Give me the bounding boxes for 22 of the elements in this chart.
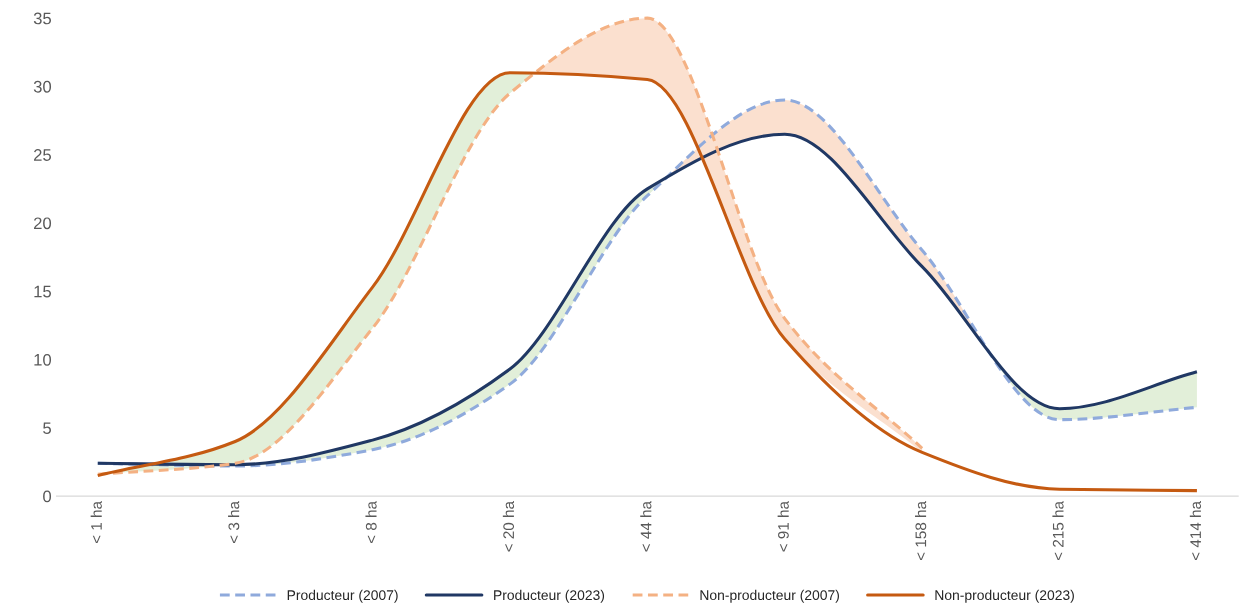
y-tick-label: 0 bbox=[43, 490, 52, 503]
x-tick-label: < 8 ha bbox=[365, 500, 377, 544]
x-tick-label: < 414 ha bbox=[1189, 500, 1202, 561]
legend-label: Producteur (2007) bbox=[287, 589, 398, 603]
y-tick-label: 25 bbox=[34, 149, 52, 161]
x-tick-label: < 44 ha bbox=[640, 500, 652, 552]
x-tick-label: < 158 ha bbox=[915, 500, 927, 561]
line-series bbox=[96, 16, 924, 476]
x-tick-label: < 20 ha bbox=[502, 500, 515, 552]
legend-label: Non-producteur (2007) bbox=[700, 589, 839, 603]
y-tick-label: 35 bbox=[33, 12, 52, 25]
y-tick-label: 5 bbox=[43, 422, 52, 435]
y-tick-label: 15 bbox=[34, 285, 52, 298]
x-tick-label: < 3 ha bbox=[228, 500, 240, 544]
x-tick-label: < 1 ha bbox=[90, 500, 102, 544]
legend-label: Non-producteur (2023) bbox=[935, 589, 1074, 603]
y-tick-label: 10 bbox=[34, 353, 52, 366]
x-tick-label: < 91 ha bbox=[777, 500, 789, 552]
x-tick-label: < 215 ha bbox=[1052, 500, 1064, 561]
y-tick-label: 30 bbox=[33, 80, 52, 93]
y-tick-label: 20 bbox=[34, 217, 52, 230]
legend-label: Producteur (2023) bbox=[494, 589, 605, 603]
